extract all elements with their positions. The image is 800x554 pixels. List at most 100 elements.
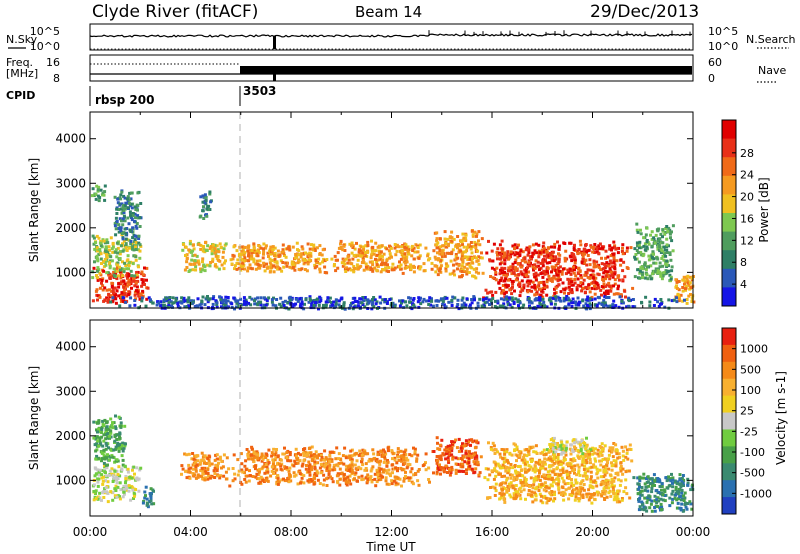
data-pixel (523, 459, 527, 463)
data-pixel (259, 246, 263, 250)
data-pixel (136, 478, 140, 482)
data-pixel (590, 465, 594, 469)
data-pixel (221, 250, 225, 254)
data-pixel (139, 202, 143, 205)
data-pixel (305, 454, 308, 458)
nave-tick-top: 60 (708, 56, 722, 69)
data-pixel (513, 494, 517, 497)
data-pixel (583, 252, 587, 256)
data-pixel (105, 420, 109, 424)
data-pixel (374, 302, 378, 306)
data-pixel (338, 305, 342, 309)
data-pixel (535, 290, 539, 294)
data-pixel (513, 488, 517, 492)
data-pixel (302, 307, 306, 311)
data-pixel (568, 281, 572, 285)
data-pixel (413, 452, 417, 456)
data-pixel (237, 254, 241, 257)
data-pixel (103, 457, 107, 461)
data-pixel (125, 273, 129, 277)
data-pixel (268, 257, 272, 261)
data-pixel (612, 459, 616, 463)
data-pixel (118, 270, 122, 274)
data-pixel (242, 263, 246, 267)
data-pixel (460, 255, 464, 259)
data-pixel (296, 457, 300, 460)
data-pixel (621, 252, 625, 256)
data-pixel (542, 280, 546, 284)
data-pixel (224, 242, 228, 246)
data-pixel (110, 467, 114, 471)
data-pixel (114, 297, 118, 301)
data-pixel (136, 290, 140, 294)
data-pixel (371, 303, 374, 307)
data-pixel (142, 283, 146, 286)
data-pixel (253, 302, 257, 306)
data-pixel (346, 261, 350, 265)
data-pixel (505, 478, 509, 482)
data-pixel (263, 471, 267, 475)
data-pixel (480, 237, 484, 241)
data-pixel (527, 261, 531, 264)
data-pixel (447, 454, 451, 457)
data-pixel (599, 483, 603, 487)
data-pixel (408, 476, 412, 480)
data-pixel (281, 261, 285, 264)
data-pixel (595, 281, 599, 285)
data-pixel (503, 262, 507, 266)
data-pixel (507, 482, 511, 486)
data-pixel (476, 249, 480, 253)
data-pixel (124, 237, 128, 241)
data-pixel (215, 301, 219, 305)
data-pixel (488, 473, 492, 477)
data-pixel (138, 468, 142, 472)
data-pixel (413, 450, 417, 454)
data-pixel (356, 304, 360, 308)
data-pixel (284, 478, 288, 482)
data-pixel (288, 451, 292, 454)
data-pixel (369, 266, 373, 270)
data-pixel (398, 249, 402, 253)
data-pixel (469, 454, 473, 458)
data-pixel (134, 224, 138, 228)
data-pixel (124, 246, 128, 250)
data-pixel (105, 238, 109, 242)
data-pixel (572, 271, 576, 275)
data-pixel (220, 460, 224, 463)
data-pixel (660, 249, 664, 253)
data-pixel (628, 496, 632, 500)
data-pixel (467, 271, 471, 274)
data-pixel (185, 298, 189, 302)
data-pixel (665, 251, 669, 254)
data-pixel (527, 251, 531, 255)
data-pixel (500, 475, 504, 478)
data-pixel (445, 265, 449, 268)
data-pixel (668, 251, 672, 255)
data-pixel (393, 475, 397, 479)
data-pixel (590, 495, 594, 499)
data-pixel (527, 270, 531, 274)
data-pixel (523, 272, 527, 276)
data-pixel (206, 468, 210, 471)
data-pixel (595, 472, 599, 476)
data-pixel (94, 437, 98, 441)
data-pixel (145, 266, 149, 270)
data-pixel (306, 451, 310, 455)
data-pixel (444, 267, 448, 271)
data-pixel (337, 299, 341, 303)
data-pixel (435, 239, 439, 243)
data-pixel (601, 458, 605, 461)
data-pixel (447, 242, 450, 246)
data-pixel (344, 464, 348, 468)
data-pixel (399, 449, 403, 453)
data-pixel (414, 472, 417, 475)
data-pixel (202, 217, 206, 220)
data-pixel (553, 490, 556, 494)
data-pixel (606, 264, 610, 268)
data-pixel (375, 457, 379, 461)
data-pixel (690, 296, 694, 300)
data-pixel (398, 304, 402, 308)
data-pixel (371, 269, 375, 273)
data-pixel (113, 286, 117, 290)
data-pixel (625, 451, 629, 455)
